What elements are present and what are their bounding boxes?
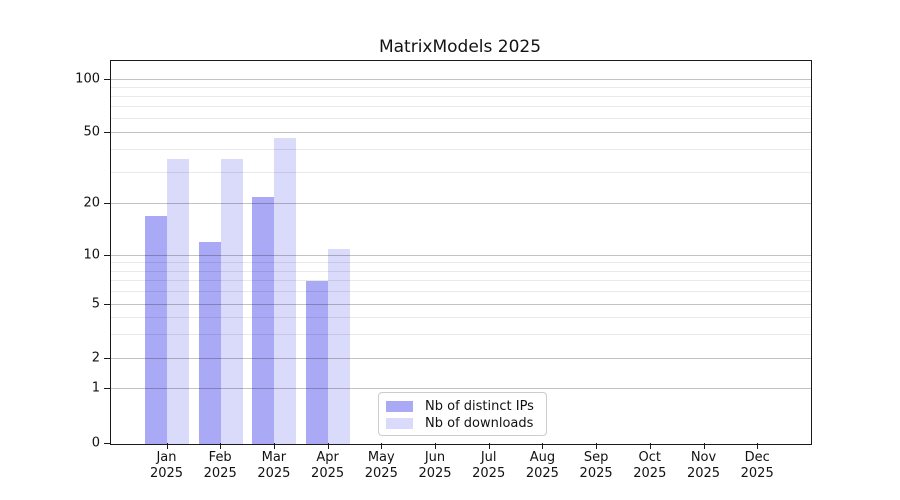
legend-label-distinct-ips: Nb of distinct IPs xyxy=(425,398,534,414)
bar-downloads xyxy=(328,248,351,444)
distinct-ips-swatch-icon xyxy=(386,400,413,412)
x-tick-mark xyxy=(757,443,759,449)
legend-label-downloads: Nb of downloads xyxy=(425,415,534,431)
y-tick-mark xyxy=(104,203,110,204)
y-tick-label: 2 xyxy=(91,350,100,366)
x-tick-year: 2025 xyxy=(203,466,237,481)
x-tick-year: 2025 xyxy=(472,466,506,481)
x-tick-label: Dec 2025 xyxy=(725,450,789,482)
gridline-major xyxy=(111,203,811,204)
y-tick-mark xyxy=(104,132,110,133)
x-tick-label: Sep 2025 xyxy=(564,450,628,482)
bar-downloads xyxy=(167,158,189,444)
x-tick-year: 2025 xyxy=(311,466,345,481)
chart-title: MatrixModels 2025 xyxy=(378,37,542,57)
x-tick-mark xyxy=(649,443,651,449)
x-tick-mark xyxy=(273,443,275,449)
x-tick-year: 2025 xyxy=(740,466,774,481)
x-tick-year: 2025 xyxy=(525,466,559,481)
x-tick-label: Feb 2025 xyxy=(188,450,252,482)
bar-distinct-ips xyxy=(306,281,329,444)
y-tick-mark xyxy=(104,79,110,80)
bar-downloads xyxy=(220,158,243,444)
x-tick-mark xyxy=(381,443,383,449)
x-tick-year: 2025 xyxy=(149,466,184,481)
y-tick-label: 50 xyxy=(83,124,100,140)
x-tick-label: May 2025 xyxy=(349,450,413,482)
bar-distinct-ips xyxy=(145,216,167,444)
gridline-major xyxy=(111,79,811,80)
plot-area: Nb of distinct IPs Nb of downloads xyxy=(110,60,812,445)
x-tick-mark xyxy=(488,443,490,449)
gridline-minor xyxy=(111,149,811,151)
gridline-minor xyxy=(111,118,811,120)
legend-item-distinct-ips: Nb of distinct IPs xyxy=(386,398,538,414)
x-tick-mark xyxy=(435,443,436,449)
x-tick-label: Apr 2025 xyxy=(296,450,360,482)
x-tick-mark xyxy=(542,443,544,449)
x-tick-year: 2025 xyxy=(257,466,291,481)
x-tick-mark xyxy=(703,443,705,449)
x-tick-year: 2025 xyxy=(686,466,721,481)
bar-distinct-ips xyxy=(198,242,221,444)
bar-downloads xyxy=(274,137,297,444)
y-tick-mark xyxy=(104,388,110,389)
gridline-minor xyxy=(111,106,811,108)
x-tick-year: 2025 xyxy=(364,466,398,481)
x-tick-mark xyxy=(220,443,222,449)
y-tick-label: 1 xyxy=(91,380,100,396)
bar-distinct-ips xyxy=(252,196,275,444)
x-tick-label: Nov 2025 xyxy=(672,450,736,482)
y-tick-label: 20 xyxy=(83,195,100,211)
downloads-swatch-icon xyxy=(386,417,413,429)
x-tick-year: 2025 xyxy=(418,466,452,481)
x-tick-label: Jun 2025 xyxy=(403,450,467,482)
x-tick-label: Jul 2025 xyxy=(457,450,521,482)
x-tick-label: Oct 2025 xyxy=(618,450,682,482)
y-tick-mark xyxy=(104,443,110,444)
x-tick-mark xyxy=(166,443,168,449)
legend-box: Nb of distinct IPs Nb of downloads xyxy=(378,392,547,436)
x-tick-year: 2025 xyxy=(633,466,667,481)
x-tick-year: 2025 xyxy=(579,466,613,481)
y-tick-mark xyxy=(104,304,110,305)
y-tick-label: 100 xyxy=(75,71,100,87)
x-tick-label: Aug 2025 xyxy=(510,450,574,482)
x-tick-label: Mar 2025 xyxy=(242,450,306,482)
x-tick-mark xyxy=(596,443,598,449)
y-tick-label: 0 xyxy=(91,435,100,451)
x-tick-label: Jan 2025 xyxy=(135,450,199,482)
x-tick-mark xyxy=(327,443,329,449)
y-tick-label: 5 xyxy=(91,296,100,312)
legend-item-downloads: Nb of downloads xyxy=(386,415,538,431)
gridline-minor xyxy=(111,87,811,89)
gridline-major xyxy=(111,132,811,133)
gridline-minor xyxy=(111,171,811,173)
y-tick-label: 10 xyxy=(83,247,100,263)
y-tick-mark xyxy=(104,358,110,359)
gridline-minor xyxy=(111,96,811,98)
y-tick-mark xyxy=(104,255,110,256)
